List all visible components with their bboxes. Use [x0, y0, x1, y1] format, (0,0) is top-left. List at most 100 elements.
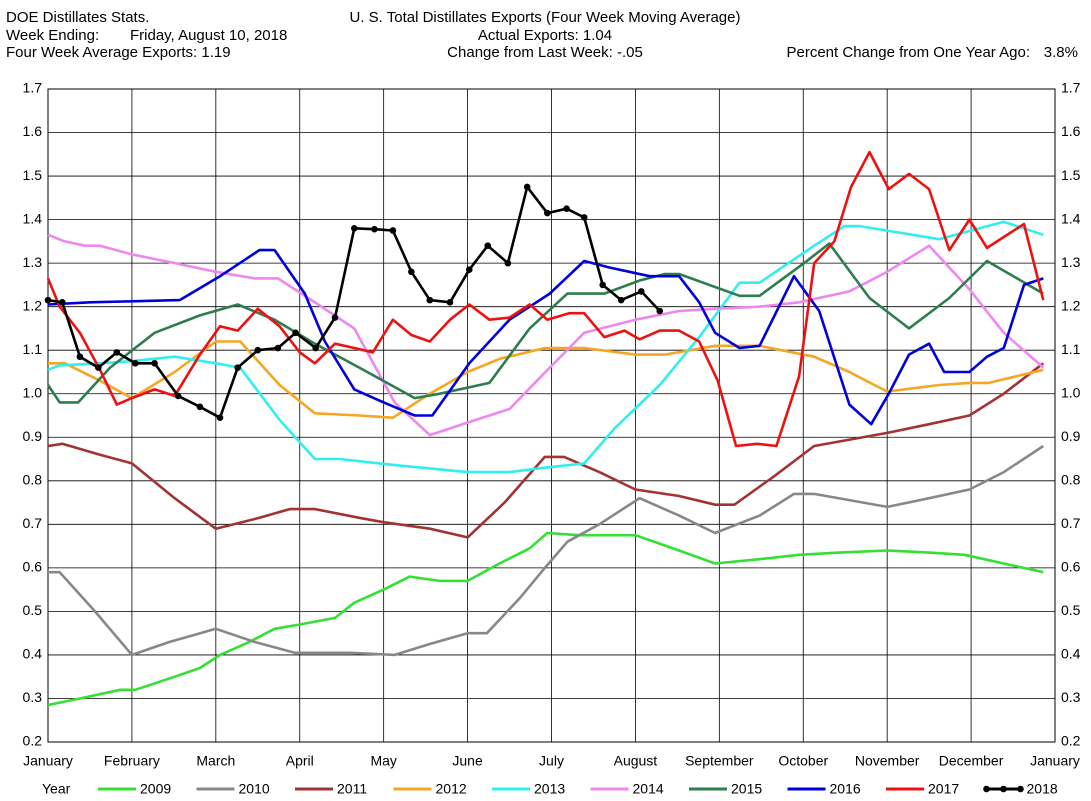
point [216, 414, 224, 421]
point [656, 307, 664, 315]
point [331, 314, 339, 321]
legend-label: 2010 [239, 781, 270, 797]
point [76, 353, 84, 361]
y-tick-label: 0.5 [23, 602, 43, 618]
y-tick-label: 0.8 [23, 472, 43, 488]
y-tick-label: 1.2 [23, 297, 43, 313]
y-tick-label: 1.0 [23, 384, 43, 400]
y-tick-label-right: 0.9 [1061, 428, 1081, 444]
series-line [47, 233, 1045, 437]
legend-label: 2016 [830, 781, 861, 797]
legend-label: 2011 [337, 781, 367, 797]
series-line [48, 340, 1044, 419]
legend-marker [983, 785, 990, 793]
x-tick-label: January [1030, 753, 1080, 769]
x-tick-label: October [778, 753, 828, 769]
point [292, 329, 299, 337]
series-line [47, 248, 1044, 426]
series-line [47, 220, 1044, 474]
point [637, 288, 645, 295]
y-tick-label-right: 0.4 [1061, 646, 1081, 662]
pct-value: 3.8% [1044, 44, 1078, 61]
legend-label: 2015 [731, 781, 762, 797]
y-tick-label-right: 1.0 [1061, 384, 1081, 400]
x-tick-label: April [286, 753, 314, 769]
y-tick-label-right: 0.3 [1061, 689, 1081, 705]
y-tick-label-right: 0.8 [1061, 472, 1081, 488]
change: Change from Last Week: -.05 [447, 44, 643, 61]
legend-label: 2017 [928, 781, 959, 797]
plot-frame [47, 88, 1056, 743]
y-tick-label: 1.7 [23, 80, 43, 96]
series-line [46, 150, 1045, 448]
x-tick-label: August [614, 753, 658, 769]
series-line [47, 362, 1045, 539]
point [408, 268, 415, 276]
pct-label: Percent Change from One Year Ago: [787, 44, 1031, 61]
x-tick-label: January [23, 753, 73, 769]
y-tick-label: 1.4 [23, 210, 43, 226]
y-tick-label: 0.4 [23, 646, 43, 662]
legend-label: 2014 [633, 781, 664, 797]
point [131, 359, 139, 367]
point [151, 359, 158, 367]
x-tick-label: June [452, 753, 483, 769]
x-tick-label: February [104, 753, 160, 769]
x-tick-label: December [939, 753, 1004, 769]
y-tick-label: 0.7 [23, 515, 43, 531]
y-tick-label-right: 1.6 [1061, 123, 1081, 139]
point [617, 296, 625, 304]
legend-label: 2012 [436, 781, 467, 797]
y-tick-label-right: 1.5 [1061, 167, 1081, 183]
y-tick-label-right: 1.7 [1061, 80, 1081, 96]
y-tick-label-right: 1.4 [1061, 210, 1081, 226]
y-tick-label: 1.3 [23, 254, 43, 270]
series-line [48, 444, 1045, 657]
point [446, 299, 454, 306]
week-value: Friday, August 10, 2018 [130, 27, 287, 44]
x-tick-label: November [855, 753, 920, 769]
legend-label: 2009 [140, 781, 171, 797]
point [58, 299, 66, 306]
x-tick-label: September [685, 753, 754, 769]
point [426, 296, 434, 304]
y-tick-label-right: 1.2 [1061, 297, 1081, 313]
y-tick-label-right: 0.2 [1061, 733, 1081, 749]
point [234, 364, 241, 371]
point [350, 225, 358, 232]
point [44, 296, 52, 304]
series-line [46, 242, 1044, 404]
point [599, 281, 606, 289]
x-tick-label: May [370, 753, 396, 769]
y-tick-label-right: 0.7 [1061, 515, 1081, 531]
point [312, 344, 319, 352]
source: DOE Distillates Stats. [6, 9, 149, 26]
y-tick-label: 0.9 [23, 428, 43, 444]
y-tick-label: 1.6 [23, 123, 43, 139]
week-label: Week Ending: [6, 27, 99, 44]
actual: Actual Exports: 1.04 [478, 27, 612, 44]
point [371, 225, 378, 233]
x-tick-label: March [196, 753, 235, 769]
series-line [47, 531, 1044, 707]
legend-label: 2013 [534, 781, 565, 797]
y-tick-label: 1.5 [23, 167, 43, 183]
legend-label: 2018 [1027, 781, 1058, 797]
point [484, 242, 492, 250]
chart-title: U. S. Total Distillates Exports (Four We… [350, 9, 741, 26]
point [563, 205, 570, 213]
legend-marker [1017, 785, 1024, 793]
point [254, 346, 262, 354]
y-tick-label-right: 1.3 [1061, 254, 1081, 270]
point [465, 266, 473, 273]
average: Four Week Average Exports: 1.19 [6, 44, 231, 61]
point [174, 392, 182, 400]
y-tick-label: 0.3 [23, 689, 43, 705]
y-tick-label-right: 1.1 [1061, 341, 1081, 357]
point [523, 183, 531, 191]
y-tick-label: 0.2 [23, 733, 43, 749]
point [389, 227, 397, 234]
x-tick-label: July [539, 753, 564, 769]
y-tick-label-right: 0.5 [1061, 602, 1081, 618]
